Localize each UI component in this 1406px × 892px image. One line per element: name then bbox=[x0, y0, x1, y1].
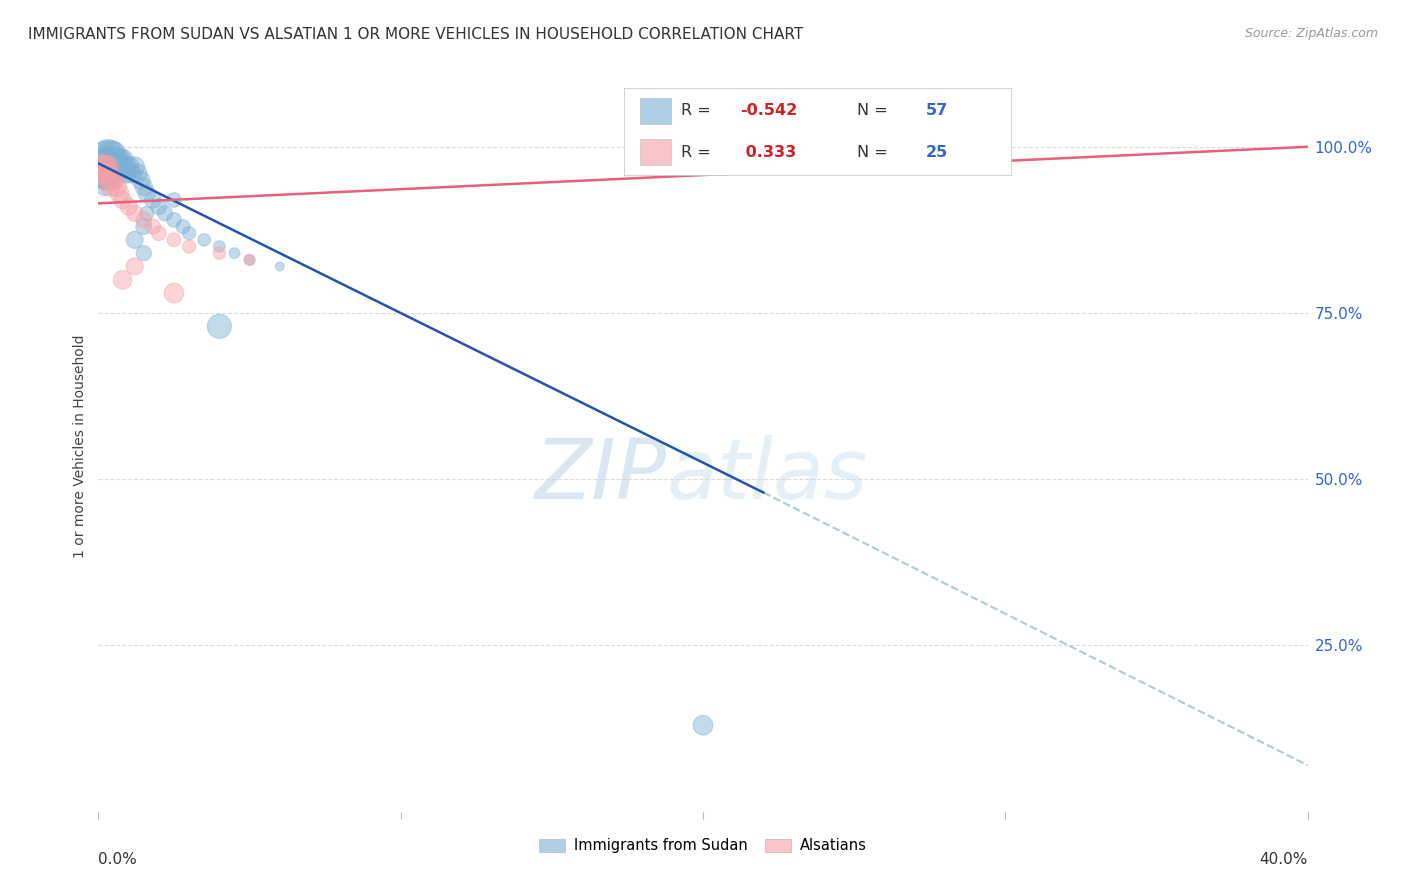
Point bbox=[111, 273, 134, 287]
Point bbox=[105, 166, 128, 180]
Point bbox=[96, 166, 118, 180]
Point bbox=[179, 239, 201, 253]
Point bbox=[142, 219, 165, 234]
Point bbox=[124, 260, 146, 274]
Point bbox=[208, 246, 231, 260]
Point bbox=[111, 160, 134, 174]
Point bbox=[93, 160, 115, 174]
Point bbox=[208, 319, 231, 334]
Text: 0.0%: 0.0% bbox=[98, 852, 138, 867]
Point bbox=[224, 246, 246, 260]
Point bbox=[100, 146, 122, 161]
Point bbox=[96, 160, 118, 174]
Point bbox=[105, 153, 128, 167]
Point bbox=[103, 173, 125, 187]
Point bbox=[121, 166, 143, 180]
Point bbox=[129, 173, 152, 187]
Point bbox=[96, 153, 118, 167]
Point bbox=[132, 179, 155, 194]
Point bbox=[93, 166, 115, 180]
Point bbox=[172, 219, 194, 234]
Point bbox=[127, 166, 149, 180]
Point bbox=[103, 166, 125, 180]
Point bbox=[132, 219, 155, 234]
Point bbox=[105, 160, 128, 174]
Point bbox=[118, 160, 141, 174]
Point bbox=[108, 160, 131, 174]
Point bbox=[90, 160, 112, 174]
Point bbox=[105, 179, 128, 194]
Text: IMMIGRANTS FROM SUDAN VS ALSATIAN 1 OR MORE VEHICLES IN HOUSEHOLD CORRELATION CH: IMMIGRANTS FROM SUDAN VS ALSATIAN 1 OR M… bbox=[28, 27, 803, 42]
Point bbox=[148, 200, 170, 214]
Point bbox=[239, 252, 262, 267]
Legend: Immigrants from Sudan, Alsatians: Immigrants from Sudan, Alsatians bbox=[533, 832, 873, 859]
Point bbox=[103, 153, 125, 167]
Point bbox=[135, 206, 157, 220]
Point bbox=[100, 160, 122, 174]
Point bbox=[114, 166, 136, 180]
Point bbox=[93, 166, 115, 180]
Point bbox=[118, 200, 141, 214]
Point bbox=[108, 186, 131, 201]
Point bbox=[100, 166, 122, 180]
Point bbox=[96, 146, 118, 161]
Point bbox=[269, 260, 291, 274]
Point bbox=[124, 233, 146, 247]
Point bbox=[93, 160, 115, 174]
Point bbox=[93, 146, 115, 161]
Point bbox=[965, 153, 987, 167]
Point bbox=[193, 233, 215, 247]
Point bbox=[208, 239, 231, 253]
Point bbox=[111, 193, 134, 207]
Point bbox=[114, 160, 136, 174]
Point bbox=[124, 160, 146, 174]
Point bbox=[142, 193, 165, 207]
Y-axis label: 1 or more Vehicles in Household: 1 or more Vehicles in Household bbox=[73, 334, 87, 558]
Point bbox=[103, 146, 125, 161]
Point bbox=[111, 153, 134, 167]
Point bbox=[90, 160, 112, 174]
Point bbox=[90, 153, 112, 167]
Text: 40.0%: 40.0% bbox=[1260, 852, 1308, 867]
Point bbox=[153, 206, 176, 220]
Point bbox=[90, 173, 112, 187]
Point bbox=[148, 226, 170, 240]
Point bbox=[163, 213, 186, 227]
Text: ZIP: ZIP bbox=[534, 434, 666, 516]
Point bbox=[108, 153, 131, 167]
Text: atlas: atlas bbox=[666, 434, 869, 516]
Point bbox=[163, 286, 186, 301]
Point bbox=[103, 160, 125, 174]
Point bbox=[100, 179, 122, 194]
Point bbox=[163, 233, 186, 247]
Point bbox=[239, 252, 262, 267]
Point bbox=[100, 173, 122, 187]
Point bbox=[93, 179, 115, 194]
Point bbox=[93, 153, 115, 167]
Point bbox=[132, 246, 155, 260]
Point bbox=[124, 206, 146, 220]
Point bbox=[90, 166, 112, 180]
Point bbox=[96, 166, 118, 180]
Point bbox=[692, 718, 714, 732]
Point bbox=[163, 193, 186, 207]
Point bbox=[132, 213, 155, 227]
Point bbox=[90, 166, 112, 180]
Point bbox=[96, 173, 118, 187]
Point bbox=[96, 160, 118, 174]
Point bbox=[135, 186, 157, 201]
Point bbox=[179, 226, 201, 240]
Point bbox=[100, 153, 122, 167]
Text: Source: ZipAtlas.com: Source: ZipAtlas.com bbox=[1244, 27, 1378, 40]
Point bbox=[93, 173, 115, 187]
